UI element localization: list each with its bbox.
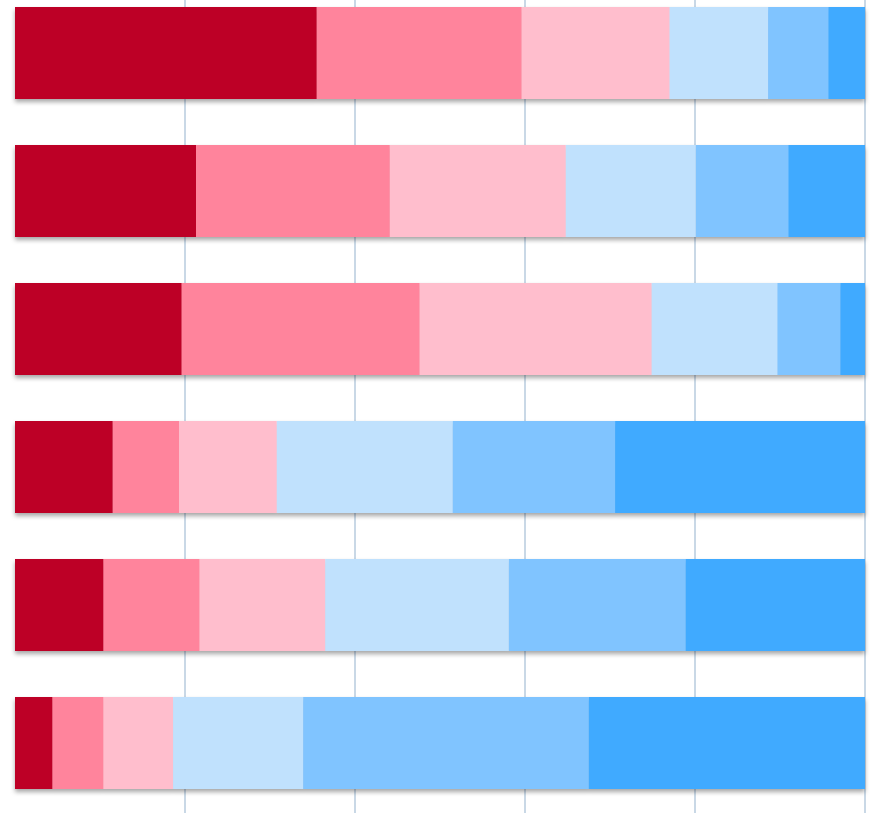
bar-segment xyxy=(828,7,865,99)
bar-segment xyxy=(112,421,180,513)
bar-segment xyxy=(15,697,53,789)
bar-segment xyxy=(196,145,390,237)
bar-segment xyxy=(419,283,652,375)
bar-segment xyxy=(303,697,589,789)
bar-segment xyxy=(103,559,200,651)
bar-segment xyxy=(768,7,829,99)
bar-segment xyxy=(588,697,865,789)
bar-segment xyxy=(695,145,789,237)
bar-segment xyxy=(15,559,104,651)
bar-segment xyxy=(15,421,113,513)
bar-segment xyxy=(777,283,841,375)
bar-segment xyxy=(615,421,865,513)
bar-segment xyxy=(276,421,453,513)
bar-segment xyxy=(15,283,182,375)
grid xyxy=(184,0,866,813)
bar-segment xyxy=(15,145,197,237)
bar-segment xyxy=(669,7,769,99)
bar-segment xyxy=(103,697,174,789)
bar-segment xyxy=(199,559,326,651)
bar-segment xyxy=(389,145,566,237)
bar-segment xyxy=(52,697,104,789)
bar-segment xyxy=(565,145,696,237)
bar-segment xyxy=(179,421,277,513)
bar-segment xyxy=(316,7,522,99)
bar-segment xyxy=(651,283,778,375)
bar-segment xyxy=(788,145,865,237)
bar-segment xyxy=(173,697,304,789)
bar-segment xyxy=(452,421,616,513)
bar-segment xyxy=(685,559,865,651)
bar-segment xyxy=(325,559,509,651)
bar-segment xyxy=(15,7,317,99)
bar-segment xyxy=(181,283,420,375)
bar-segment xyxy=(508,559,686,651)
bar-segment xyxy=(840,283,865,375)
bars xyxy=(15,7,865,789)
bar-segment xyxy=(521,7,670,99)
